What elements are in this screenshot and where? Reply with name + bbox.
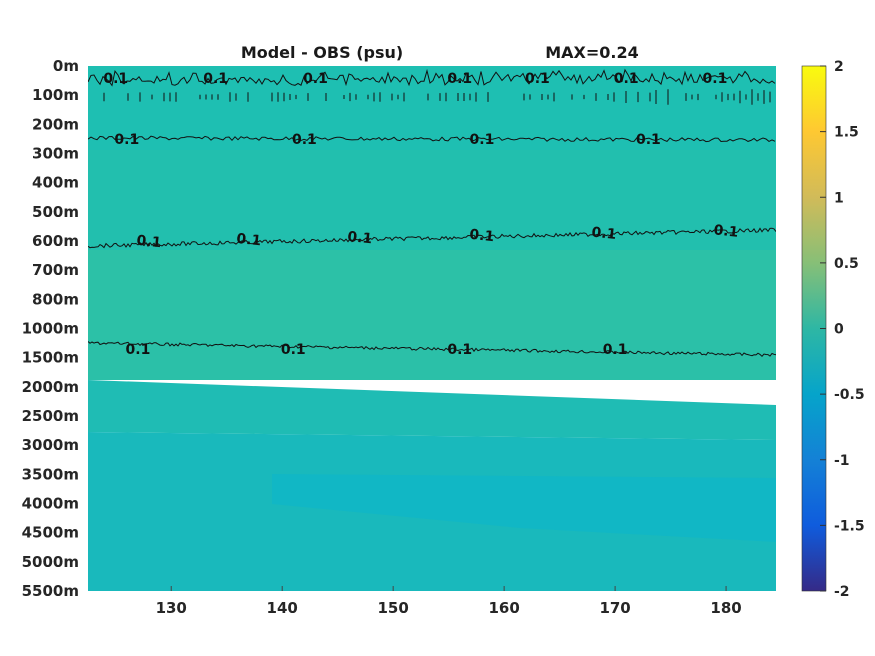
- y-tick-label: 1000m: [22, 320, 79, 338]
- contour-label: 0.1: [136, 233, 162, 252]
- y-tick-label: 3500m: [22, 465, 79, 483]
- y-tick-label: 300m: [32, 145, 79, 163]
- y-tick-label: 3000m: [22, 436, 79, 454]
- contour-label: 0.1: [703, 71, 728, 87]
- colorbar-tick-label: -0.5: [834, 387, 865, 403]
- colorbar-ticks: -2 -1.5 -1 -0.5 0 0.5 1 1.5 2: [820, 59, 865, 600]
- x-tick-label: 130: [156, 599, 187, 617]
- x-ticks: 130 140 150 160 170 180: [156, 586, 742, 617]
- contour-label: 0.1: [203, 71, 228, 87]
- field-band-deepest: [272, 474, 776, 542]
- y-tick-label: 200m: [32, 115, 79, 133]
- contour-label: 0.1: [636, 132, 661, 148]
- contour-label: 0.1: [126, 342, 151, 358]
- colorbar-tick-label: 1.5: [834, 125, 859, 141]
- y-ticks: 0m 100m 200m 300m 400m 500m 600m 700m 800m 1000m 1…: [22, 57, 79, 600]
- contour-label: 0.1: [603, 342, 628, 358]
- y-tick-label: 500m: [32, 203, 79, 221]
- y-tick-label: 4500m: [22, 524, 79, 542]
- contour-line: [88, 227, 776, 249]
- colorbar-tick-label: 0: [834, 322, 844, 338]
- colorbar-tick-label: -1: [834, 453, 850, 469]
- colorbar-tick-label: 1: [834, 190, 844, 206]
- contour-label: 0.1: [470, 132, 495, 148]
- y-tick-label: 5500m: [22, 582, 79, 600]
- y-tick-label: 2000m: [22, 378, 79, 396]
- contour-label: 0.1: [281, 342, 306, 358]
- y-tick-label: 600m: [32, 232, 79, 250]
- contour-label: 0.1: [525, 71, 550, 87]
- y-tick-label: 700m: [32, 261, 79, 279]
- colorbar-tick-label: -1.5: [834, 518, 865, 534]
- max-annotation: MAX=0.24: [545, 43, 639, 62]
- contour-label: 0.1: [447, 342, 472, 358]
- colorbar-tick-label: 0.5: [834, 256, 859, 272]
- x-tick-label: 150: [378, 599, 409, 617]
- y-tick-label: 1500m: [22, 349, 79, 367]
- colorbar-tick-label: 2: [834, 59, 844, 75]
- contour-line: [88, 135, 776, 143]
- contour-label: 0.1: [103, 71, 128, 87]
- x-tick-label: 180: [710, 599, 741, 617]
- y-tick-label: 4000m: [22, 495, 79, 513]
- y-tick-label: 0m: [53, 57, 79, 75]
- contour-line: [88, 341, 776, 358]
- contour-label: 0.1: [614, 71, 639, 87]
- contour-label: 0.1: [236, 231, 262, 250]
- field-area: [88, 66, 776, 591]
- contour-labels: 0.1 0.1 0.1 0.1 0.1 0.1 0.1 0.1 0.1 0.1 0.1 0.1 0.1 0…: [103, 71, 739, 358]
- y-tick-label: 5000m: [22, 553, 79, 571]
- y-tick-label: 2500m: [22, 407, 79, 425]
- contour-label: 0.1: [591, 225, 617, 244]
- field-band-mid-lower: [88, 340, 776, 380]
- x-tick-label: 170: [599, 599, 630, 617]
- contour-line: [88, 68, 776, 87]
- y-tick-label: 800m: [32, 290, 79, 308]
- contour-label: 0.1: [303, 71, 328, 87]
- contour-label: 0.1: [447, 71, 472, 87]
- field-band-deep: [88, 380, 776, 440]
- contour-lines: [88, 68, 776, 358]
- x-tick-label: 140: [267, 599, 298, 617]
- x-tick-label: 160: [488, 599, 519, 617]
- contour-label: 0.1: [347, 229, 373, 248]
- field-band-mid-upper: [88, 150, 776, 250]
- y-tick-label: 100m: [32, 86, 79, 104]
- y-tick-label: 400m: [32, 174, 79, 192]
- chart-title: Model - OBS (psu): [241, 43, 403, 62]
- contour-label: 0.1: [713, 222, 739, 241]
- contour-label: 0.1: [469, 227, 495, 246]
- contour-label: 0.1: [114, 132, 139, 148]
- contour-label: 0.1: [292, 132, 317, 148]
- colorbar-tick-label: -2: [834, 584, 850, 600]
